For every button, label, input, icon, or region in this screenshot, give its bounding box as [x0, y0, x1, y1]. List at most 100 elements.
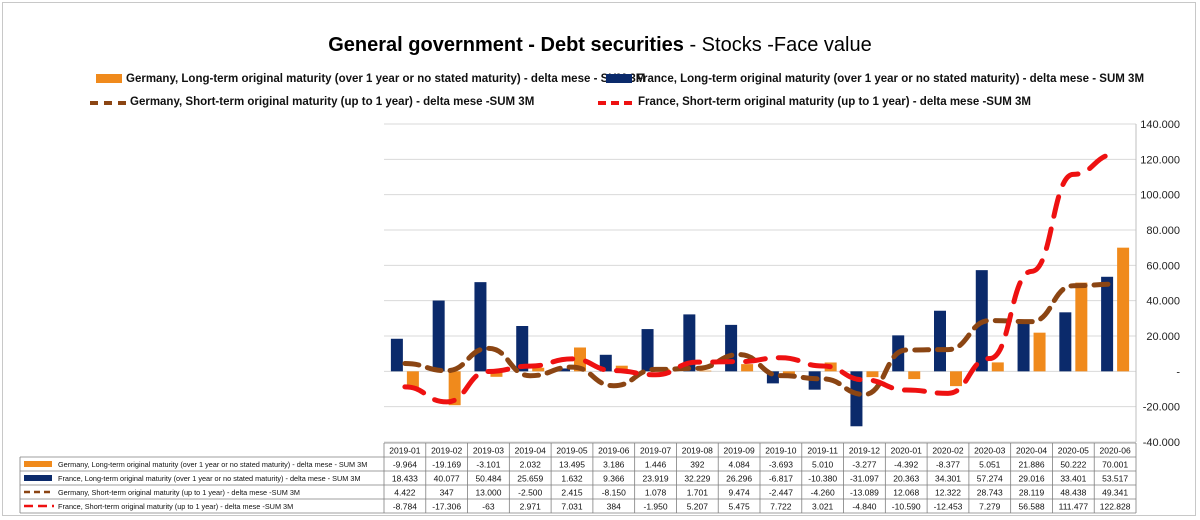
table-cell: -4.260 [811, 488, 835, 498]
table-cell: 347 [440, 488, 454, 498]
table-cell: -4.840 [852, 502, 876, 512]
table-cell: -2.500 [518, 488, 542, 498]
bar-germany-long [950, 371, 962, 387]
table-cell: 392 [690, 460, 704, 470]
legend-france-long-swatch [606, 74, 632, 83]
bar-france-long [432, 300, 445, 372]
bar-germany-long [1117, 247, 1130, 372]
y-tick-label: 100.000 [1140, 190, 1180, 202]
legend-france-long: France, Long-term original maturity (ove… [606, 73, 1144, 85]
bar-germany-long [741, 364, 754, 372]
x-tick-label: 2020-06 [1100, 446, 1131, 456]
table-cell: 9.366 [603, 474, 625, 484]
table-cell: -17.306 [432, 502, 461, 512]
table-cell: 50.222 [1060, 460, 1086, 470]
y-tick-label: 80.000 [1146, 225, 1180, 237]
y-axis: -40.000-20.000-20.00040.00060.00080.0001… [1135, 119, 1180, 449]
x-tick-label: 2020-02 [932, 446, 963, 456]
table-cell: 50.484 [475, 474, 501, 484]
x-tick-label: 2020-01 [891, 446, 922, 456]
table-cell: 40.077 [434, 474, 460, 484]
table-cell: 7.031 [561, 502, 583, 512]
table-cell: 3.186 [603, 460, 625, 470]
table-cell: 384 [607, 502, 621, 512]
table-cell: 3.021 [812, 502, 834, 512]
y-tick-label: -40.000 [1143, 437, 1180, 449]
table-cell: -12.453 [934, 502, 963, 512]
bar-france-long [683, 314, 696, 372]
table-cell: -3.101 [476, 460, 500, 470]
x-tick-label: 2019-07 [640, 446, 671, 456]
legend-germany-short: Germany, Short-term original maturity (u… [90, 96, 534, 108]
table-cell: -19.169 [432, 460, 461, 470]
x-tick-label: 2019-10 [765, 446, 796, 456]
y-tick-label: - [1176, 366, 1180, 378]
table-cell: 25.659 [517, 474, 543, 484]
table-cell: 18.433 [392, 474, 418, 484]
x-tick-label: 2020-05 [1058, 446, 1089, 456]
y-tick-label: 120.000 [1140, 154, 1180, 166]
table-cell: 34.301 [935, 474, 961, 484]
table-cell: 70.001 [1102, 460, 1128, 470]
bars [390, 247, 1130, 427]
table-cell: -13.089 [850, 488, 879, 498]
x-tick-label: 2019-12 [849, 446, 880, 456]
legend-germany-short-label: Germany, Short-term original maturity (u… [130, 96, 535, 108]
table-cell: 2.415 [561, 488, 583, 498]
table-cell: 23.919 [643, 474, 669, 484]
table-cell: 1.632 [561, 474, 583, 484]
x-tick-label: 2019-05 [556, 446, 587, 456]
x-tick-label: 2020-04 [1016, 446, 1047, 456]
legend-france-short-label: France, Short-term original maturity (up… [638, 96, 1031, 108]
chart-title-normal: - Stocks -Face value [683, 34, 872, 56]
table-cell: 1.446 [645, 460, 667, 470]
x-tick-label: 2019-02 [431, 446, 462, 456]
table-cell: 48.438 [1060, 488, 1086, 498]
grid [384, 123, 1136, 443]
table-cell: 9.474 [728, 488, 750, 498]
bar-france-long [850, 371, 863, 427]
table-cell: 2.971 [520, 502, 542, 512]
legend-france-short-swatch [598, 101, 632, 105]
table-cell: -10.380 [808, 474, 837, 484]
y-tick-label: 140.000 [1140, 119, 1180, 131]
table-cell: -8.150 [602, 488, 626, 498]
table-series-label: Germany, Short-term original maturity (u… [58, 488, 300, 497]
bar-germany-long [866, 371, 879, 378]
x-tick-label: 2019-09 [724, 446, 755, 456]
table-cell: 1.701 [687, 488, 709, 498]
legend-france-short: France, Short-term original maturity (up… [598, 96, 1031, 108]
table-cell: -6.817 [769, 474, 793, 484]
table-cell: 5.475 [728, 502, 750, 512]
table-cell: 12.068 [893, 488, 919, 498]
x-tick-label: 2019-01 [389, 446, 420, 456]
table-cell: 4.084 [728, 460, 750, 470]
bar-france-long [934, 310, 946, 372]
bar-germany-long [406, 371, 419, 389]
table-cell: 2.032 [520, 460, 542, 470]
legend-germany-long: Germany, Long-term original maturity (ov… [96, 73, 645, 85]
table-cell: -8.784 [393, 502, 417, 512]
legend-germany-long-swatch [96, 74, 122, 83]
x-tick-label: 2019-11 [807, 446, 838, 456]
data-table: 2019-01 2019-02 2019-03 2019-04 2019-05 2019-… [19, 442, 1137, 514]
legend-germany-short-swatch [90, 101, 126, 105]
table-cell: 28.743 [977, 488, 1003, 498]
bar-france-long [1059, 312, 1072, 372]
table-cell: 122.828 [1100, 502, 1131, 512]
table-cell: -63 [482, 502, 495, 512]
table-cell: 33.401 [1060, 474, 1086, 484]
lines [402, 151, 1118, 405]
x-tick-label: 2019-08 [682, 446, 713, 456]
table-cell: 13.495 [559, 460, 585, 470]
table-cell: 5.051 [979, 460, 1001, 470]
table-cell: 53.517 [1102, 474, 1128, 484]
bar-france-long [516, 326, 529, 372]
table-cell: -2.447 [769, 488, 793, 498]
table-cell: 1.078 [645, 488, 667, 498]
table-cell: 32.229 [684, 474, 710, 484]
bar-france-long [474, 282, 487, 372]
y-tick-label: 40.000 [1146, 296, 1180, 308]
